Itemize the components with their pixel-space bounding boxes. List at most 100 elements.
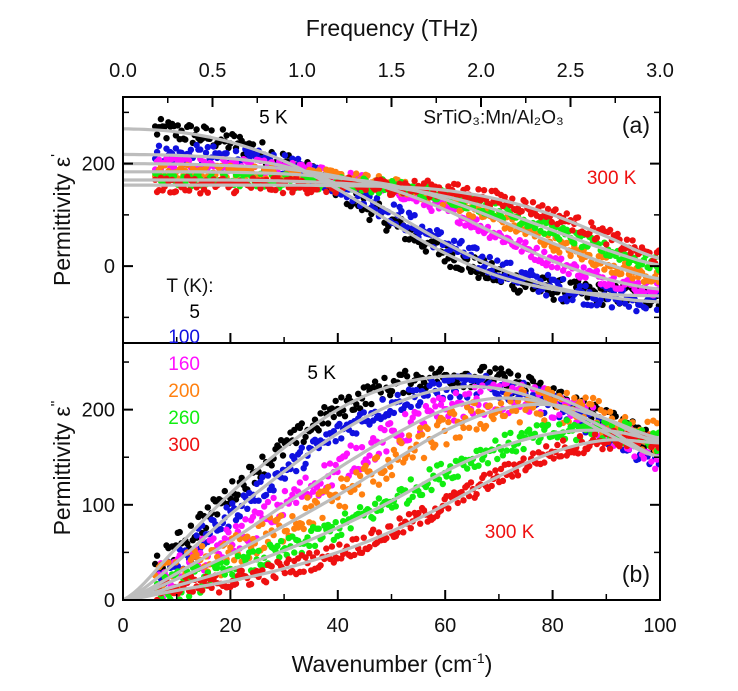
legend-entry-260: 260 [168,408,200,429]
data-point [189,588,196,595]
data-point [437,401,445,408]
data-point [341,510,349,517]
data-point [655,444,660,451]
data-point [400,529,407,536]
data-point [152,602,158,608]
data-point [413,386,420,394]
data-point [373,454,381,461]
data-point [445,418,452,426]
data-point [232,188,240,195]
xtick-label: 40 [327,615,349,637]
data-point [563,210,570,217]
data-point [543,292,550,299]
data-point [204,189,211,196]
annotation-b: 300 K [485,522,535,543]
data-point [161,123,168,130]
data-point [516,287,523,294]
xtick-label: 0 [117,615,128,637]
data-point [356,472,364,480]
data-point [197,146,204,153]
data-point [439,396,446,403]
data-point [593,234,601,242]
x-axis-title: Wavenumber (cm-1) [292,650,493,677]
data-point [541,417,548,424]
data-point [576,433,584,440]
data-point [544,271,552,279]
data-point [302,504,309,512]
data-point [486,470,493,477]
data-point [509,473,516,480]
data-point [182,136,189,143]
data-point [332,397,339,405]
data-point [475,462,482,469]
data-point [409,454,416,461]
data-point [315,427,322,434]
data-point [215,589,223,596]
data-point [255,547,262,555]
data-point [187,146,195,153]
data-point [456,220,463,227]
ytick-label-a: 0 [104,256,115,278]
data-point [353,401,360,408]
data-point [574,450,582,457]
data-point [539,202,546,209]
data-point [313,549,321,556]
data-point [219,126,227,133]
data-point [537,411,544,418]
data-point [447,263,454,271]
data-point [279,189,287,197]
data-point [494,257,501,264]
data-point [249,548,257,555]
fit-curve-b-5k [123,374,660,600]
data-point [249,513,257,521]
data-point [402,367,409,375]
data-point [588,219,595,226]
data-point [415,410,422,417]
data-point [152,602,158,608]
data-point [576,282,584,290]
data-point [383,448,390,455]
data-point [229,571,236,578]
data-point [336,502,343,509]
data-point [347,442,354,449]
data-point [447,394,454,401]
data-point [315,525,322,532]
data-point [407,525,414,532]
data-point [283,527,290,534]
y-axis-title-b-main: Permittivity ε [49,406,75,535]
data-point [450,410,458,418]
data-point [358,549,366,556]
data-point [435,476,443,483]
data-point [430,380,437,387]
data-point [396,515,403,522]
data-point [323,545,330,552]
data-point [454,473,461,480]
data-point [618,285,625,292]
data-point [477,446,484,454]
data-point [437,460,445,468]
data-point [509,195,516,202]
data-point [289,155,296,162]
data-point [394,391,401,399]
data-point [526,462,533,470]
data-point [417,399,424,406]
data-point [652,465,659,472]
data-point [507,259,514,266]
annotation-a: 5 K [259,108,288,129]
data-point [353,430,360,437]
data-point [165,559,172,566]
xtick-label: 100 [643,615,676,637]
data-point [223,559,230,566]
data-point [422,402,430,410]
data-point [323,188,330,196]
data-point [332,519,339,526]
data-point [338,531,345,538]
data-point [499,477,507,484]
data-point [244,505,251,512]
data-point [383,535,390,542]
data-point [167,600,173,606]
data-point [623,236,631,243]
data-point [556,411,563,418]
data-point [306,550,313,557]
